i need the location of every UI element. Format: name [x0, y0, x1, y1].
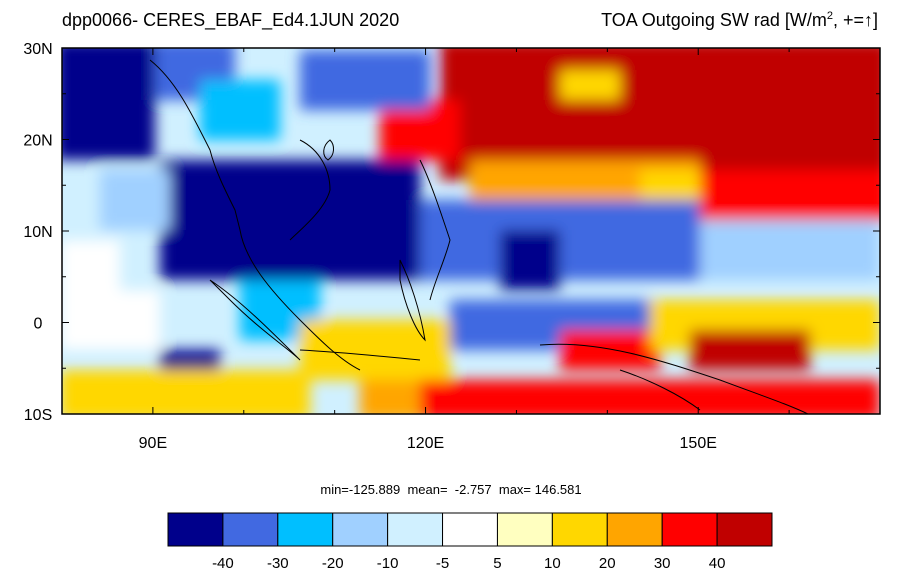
colorbar-swatch [606, 512, 663, 547]
colorbar-label: 30 [653, 555, 671, 572]
lon-tick-label: 120E [407, 435, 444, 452]
colorbar-label: -5 [435, 555, 450, 572]
map-title-right: TOA Outgoing SW rad [W/m2, +=↑] [601, 10, 878, 31]
title-units-tail: , +=↑] [832, 10, 878, 30]
colorbar-label: 20 [598, 555, 616, 572]
lon-tick-label: 90E [139, 435, 167, 452]
colorbar-swatch [551, 512, 608, 547]
map-title-left: dpp0066- CERES_EBAF_Ed4.1JUN 2020 [62, 10, 400, 30]
colorbar-swatch [387, 512, 444, 547]
stats-text: min=-125.889 mean= -2.757 max= 146.581 [320, 482, 582, 497]
colorbar-swatch [332, 512, 389, 547]
lon-tick-label: 150E [680, 435, 717, 452]
colorbar-swatch [496, 512, 553, 547]
latitude-axis: 30N 20N 10N 0 10S [23, 41, 880, 424]
colorbar-label: 40 [708, 555, 726, 572]
lat-tick-label: 10N [23, 224, 52, 241]
colorbar [167, 512, 773, 547]
title-units-superscript: 2 [826, 10, 833, 22]
colorbar-swatch [277, 512, 334, 547]
colorbar-label: -10 [376, 555, 399, 572]
colorbar-swatch [716, 512, 773, 547]
lat-tick-label: 0 [34, 316, 43, 333]
colorbar-swatch [661, 512, 718, 547]
title-units-text: TOA Outgoing SW rad [W/m [601, 10, 827, 30]
lat-tick-label: 20N [23, 133, 52, 150]
colorbar-swatch [167, 512, 224, 547]
colorbar-label: -30 [266, 555, 289, 572]
lat-tick-label: 30N [23, 41, 52, 58]
colorbar-swatch [442, 512, 498, 547]
lat-tick-label: 10S [24, 407, 52, 424]
map-field [62, 48, 880, 414]
colorbar-label: 10 [544, 555, 561, 572]
coastlines [149, 59, 810, 414]
colorbar-label: -20 [321, 555, 344, 572]
colorbar-label: -40 [212, 555, 234, 572]
longitude-axis: 90E 120E 150E [61, 48, 881, 452]
colorbar-swatch [222, 512, 279, 547]
colorbar-label: 5 [493, 555, 502, 572]
